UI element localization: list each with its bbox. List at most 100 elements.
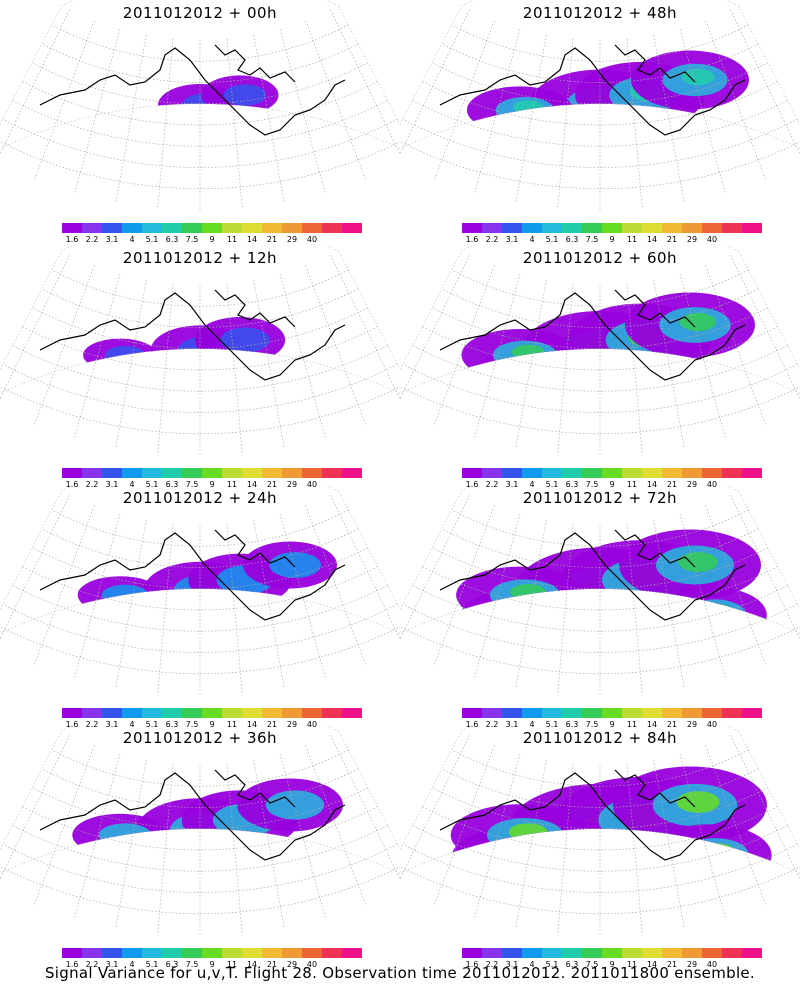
colorbar (462, 468, 762, 478)
map-area (83, 317, 286, 394)
coastline (39, 292, 346, 381)
colorbar-label: 6.3 (165, 480, 179, 489)
coastline (214, 769, 296, 808)
colorbar-segment (622, 468, 642, 478)
colorbar-segment (602, 468, 622, 478)
colorbar-label: 2.2 (85, 960, 99, 969)
colorbar-segment (522, 948, 542, 958)
colorbar-segment (342, 708, 362, 718)
colorbar-segment (82, 223, 102, 233)
colorbar-label: 21 (666, 960, 678, 969)
colorbar-segment (722, 468, 742, 478)
colorbar-segment (102, 223, 122, 233)
forecast-panel: 2011012012 + 84h 1.6 2.2 3.1 4 5.1 6.3 7.5 9 11 14… (400, 725, 800, 969)
colorbar-label: 29 (686, 960, 698, 969)
colorbar-label: 1.6 (65, 720, 79, 729)
forecast-panel: 2011012012 + 00h 1.6 2.2 3.1 4 5.1 6.3 7.5 9 11 14… (0, 0, 400, 244)
coastline (614, 289, 696, 328)
colorbar-label: 5.1 (145, 480, 159, 489)
colorbar-label: 6.3 (565, 960, 579, 969)
colorbar-label: 1.6 (465, 720, 479, 729)
colorbar-segment (482, 223, 502, 233)
coastline (39, 47, 346, 136)
colorbar-labels: 1.6 2.2 3.1 4 5.1 6.3 7.5 9 11 14 21 29 40 (462, 480, 782, 490)
colorbar-segment (162, 948, 182, 958)
colorbar-segment (722, 948, 742, 958)
colorbar-segment (622, 223, 642, 233)
colorbar-segment (662, 948, 682, 958)
coastline (439, 47, 746, 136)
colorbar-segment (562, 948, 582, 958)
colorbar-label: 40 (706, 720, 718, 729)
colorbar (462, 948, 762, 958)
colorbar-segment (642, 708, 662, 718)
colorbar-label: 6.3 (165, 960, 179, 969)
colorbar-label: 7.5 (185, 235, 199, 244)
colorbar-label: 11 (626, 480, 638, 489)
panel-title: 2011012012 + 72h (522, 489, 678, 507)
colorbar-label: 29 (686, 480, 698, 489)
panel-title: 2011012012 + 36h (122, 729, 278, 747)
colorbar-labels: 1.6 2.2 3.1 4 5.1 6.3 7.5 9 11 14 21 29 40 (462, 235, 782, 245)
colorbar-label: 6.3 (165, 720, 179, 729)
colorbar-label: 14 (246, 960, 258, 969)
colorbar-segment (582, 468, 602, 478)
colorbar (62, 468, 362, 478)
colorbar-segment (182, 468, 202, 478)
colorbar-label: 9 (609, 720, 615, 729)
colorbar-label: 4 (129, 480, 135, 489)
colorbar-segment (642, 223, 662, 233)
colorbar-segment (682, 708, 702, 718)
colorbar-segment (682, 468, 702, 478)
colorbar-segment (302, 468, 322, 478)
colorbar-segment (262, 468, 282, 478)
colorbar-label: 29 (286, 480, 298, 489)
colorbar-segment (62, 708, 82, 718)
colorbar-segment (142, 223, 162, 233)
colorbar-label: 1.6 (65, 480, 79, 489)
colorbar-segment (182, 708, 202, 718)
colorbar-label: 4 (129, 960, 135, 969)
coastline (39, 532, 346, 621)
colorbar-labels: 1.6 2.2 3.1 4 5.1 6.3 7.5 9 11 14 21 29 40 (62, 720, 382, 730)
colorbar-segment (282, 708, 302, 718)
colorbar-segment (202, 223, 222, 233)
colorbar-label: 1.6 (465, 960, 479, 969)
colorbar-segment (102, 948, 122, 958)
coastline (214, 289, 296, 328)
colorbar-segment (522, 468, 542, 478)
colorbar-label: 14 (246, 480, 258, 489)
colorbar-label: 2.2 (485, 480, 499, 489)
colorbar-label: 4 (129, 720, 135, 729)
colorbar-segment (142, 948, 162, 958)
colorbar-segment (242, 468, 262, 478)
colorbar-segment (582, 708, 602, 718)
colorbar-label: 2.2 (85, 720, 99, 729)
forecast-panel: 2011012012 + 36h 1.6 2.2 3.1 4 5.1 6.3 7.5 9 11 14… (0, 725, 400, 969)
colorbar-label: 9 (609, 480, 615, 489)
colorbar-label: 4 (529, 720, 535, 729)
colorbar-label: 7.5 (585, 235, 599, 244)
colorbar-segment (482, 468, 502, 478)
colorbar-label: 2.2 (85, 235, 99, 244)
colorbar-segment (102, 708, 122, 718)
map-plot (0, 725, 400, 935)
colorbar-segment (602, 708, 622, 718)
colorbar-segment (182, 223, 202, 233)
colorbar-label: 14 (646, 480, 658, 489)
colorbar-label: 5.1 (545, 960, 559, 969)
colorbar-label: 5.1 (545, 480, 559, 489)
coastline (614, 769, 696, 808)
colorbar-label: 1.6 (465, 235, 479, 244)
colorbar-segment (122, 708, 142, 718)
colorbar-segment (742, 948, 762, 958)
colorbar-segment (62, 948, 82, 958)
colorbar-segment (722, 223, 742, 233)
colorbar-label: 7.5 (585, 480, 599, 489)
colorbar-segment (562, 468, 582, 478)
colorbar-label: 5.1 (545, 235, 559, 244)
colorbar-segment (222, 223, 242, 233)
colorbar-label: 14 (246, 235, 258, 244)
map-boundary (0, 245, 400, 394)
colorbar-label: 29 (286, 720, 298, 729)
